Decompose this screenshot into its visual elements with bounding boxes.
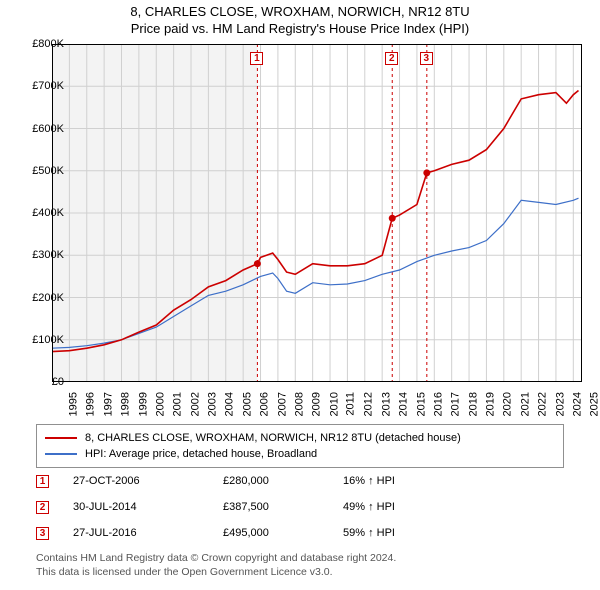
y-axis-tick-label: £600K: [32, 123, 64, 135]
sale-row: 3 27-JUL-2016£495,00059% ↑ HPI: [36, 520, 463, 546]
x-axis-tick-label: 2021: [519, 392, 531, 416]
sale-marker-icon: 1: [36, 475, 49, 488]
y-axis-tick-label: £500K: [32, 165, 64, 177]
legend-item: 8, CHARLES CLOSE, WROXHAM, NORWICH, NR12…: [45, 430, 555, 446]
sale-date: 27-JUL-2016: [73, 527, 223, 539]
x-axis-tick-label: 2008: [293, 392, 305, 416]
footer-line2: This data is licensed under the Open Gov…: [36, 566, 333, 578]
legend-swatch: [45, 453, 77, 455]
y-axis-tick-label: £200K: [32, 292, 64, 304]
title-line2: Price paid vs. HM Land Registry's House …: [131, 21, 469, 36]
y-axis-tick-label: £400K: [32, 207, 64, 219]
legend-label: HPI: Average price, detached house, Broa…: [85, 448, 317, 460]
sale-hpi-diff: 59% ↑ HPI: [343, 527, 463, 539]
x-axis-tick-label: 2010: [328, 392, 340, 416]
x-axis-tick-label: 2001: [172, 392, 184, 416]
sale-marker-label: 3: [420, 52, 433, 65]
sale-hpi-diff: 16% ↑ HPI: [343, 475, 463, 487]
x-axis-tick-label: 2016: [432, 392, 444, 416]
chart-title: 8, CHARLES CLOSE, WROXHAM, NORWICH, NR12…: [0, 0, 600, 38]
x-axis-tick-label: 2011: [345, 392, 357, 416]
x-axis-tick-label: 1997: [102, 392, 114, 416]
chart-plot-area: [52, 44, 582, 382]
sale-date: 27-OCT-2006: [73, 475, 223, 487]
sale-hpi-diff: 49% ↑ HPI: [343, 501, 463, 513]
y-axis-tick-label: £100K: [32, 334, 64, 346]
sale-date: 30-JUL-2014: [73, 501, 223, 513]
y-axis-tick-label: £800K: [32, 38, 64, 50]
x-axis-tick-label: 2002: [189, 392, 201, 416]
title-line1: 8, CHARLES CLOSE, WROXHAM, NORWICH, NR12…: [130, 4, 469, 19]
x-axis-tick-label: 2013: [380, 392, 392, 416]
x-axis-tick-label: 2000: [154, 392, 166, 416]
x-axis-tick-label: 1995: [67, 392, 79, 416]
x-axis-tick-label: 2009: [311, 392, 323, 416]
x-axis-tick-label: 2015: [415, 392, 427, 416]
legend-swatch: [45, 437, 77, 439]
x-axis-tick-label: 2024: [571, 392, 583, 416]
chart-svg: [52, 44, 582, 382]
x-axis-tick-label: 2007: [276, 392, 288, 416]
sale-marker-icon: 3: [36, 527, 49, 540]
sale-row: 2 30-JUL-2014£387,50049% ↑ HPI: [36, 494, 463, 520]
legend-label: 8, CHARLES CLOSE, WROXHAM, NORWICH, NR12…: [85, 432, 461, 444]
x-axis-tick-label: 2012: [363, 392, 375, 416]
x-axis-tick-label: 1998: [120, 392, 132, 416]
x-axis-tick-label: 2019: [485, 392, 497, 416]
y-axis-tick-label: £700K: [32, 80, 64, 92]
x-axis-tick-label: 2006: [259, 392, 271, 416]
x-axis-tick-label: 1996: [85, 392, 97, 416]
x-axis-tick-label: 2023: [554, 392, 566, 416]
sale-price: £387,500: [223, 501, 343, 513]
x-axis-tick-label: 2017: [450, 392, 462, 416]
sale-row: 1 27-OCT-2006£280,00016% ↑ HPI: [36, 468, 463, 494]
legend-box: 8, CHARLES CLOSE, WROXHAM, NORWICH, NR12…: [36, 424, 564, 468]
x-axis-tick-label: 2020: [502, 392, 514, 416]
sale-price: £280,000: [223, 475, 343, 487]
footer-attribution: Contains HM Land Registry data © Crown c…: [36, 552, 396, 579]
x-axis-tick-label: 2025: [589, 392, 600, 416]
sale-price: £495,000: [223, 527, 343, 539]
x-axis-tick-label: 2014: [398, 392, 410, 416]
footer-line1: Contains HM Land Registry data © Crown c…: [36, 552, 396, 564]
x-axis-tick-label: 2005: [241, 392, 253, 416]
sale-marker-label: 1: [250, 52, 263, 65]
legend-item: HPI: Average price, detached house, Broa…: [45, 446, 555, 462]
y-axis-tick-label: £0: [52, 376, 64, 388]
x-axis-tick-label: 2004: [224, 392, 236, 416]
x-axis-tick-label: 2003: [207, 392, 219, 416]
x-axis-tick-label: 2018: [467, 392, 479, 416]
x-axis-tick-label: 2022: [537, 392, 549, 416]
sales-table: 1 27-OCT-2006£280,00016% ↑ HPI 2 30-JUL-201…: [36, 468, 463, 546]
x-axis-tick-label: 1999: [137, 392, 149, 416]
sale-marker-icon: 2: [36, 501, 49, 514]
y-axis-tick-label: £300K: [32, 249, 64, 261]
sale-marker-label: 2: [385, 52, 398, 65]
